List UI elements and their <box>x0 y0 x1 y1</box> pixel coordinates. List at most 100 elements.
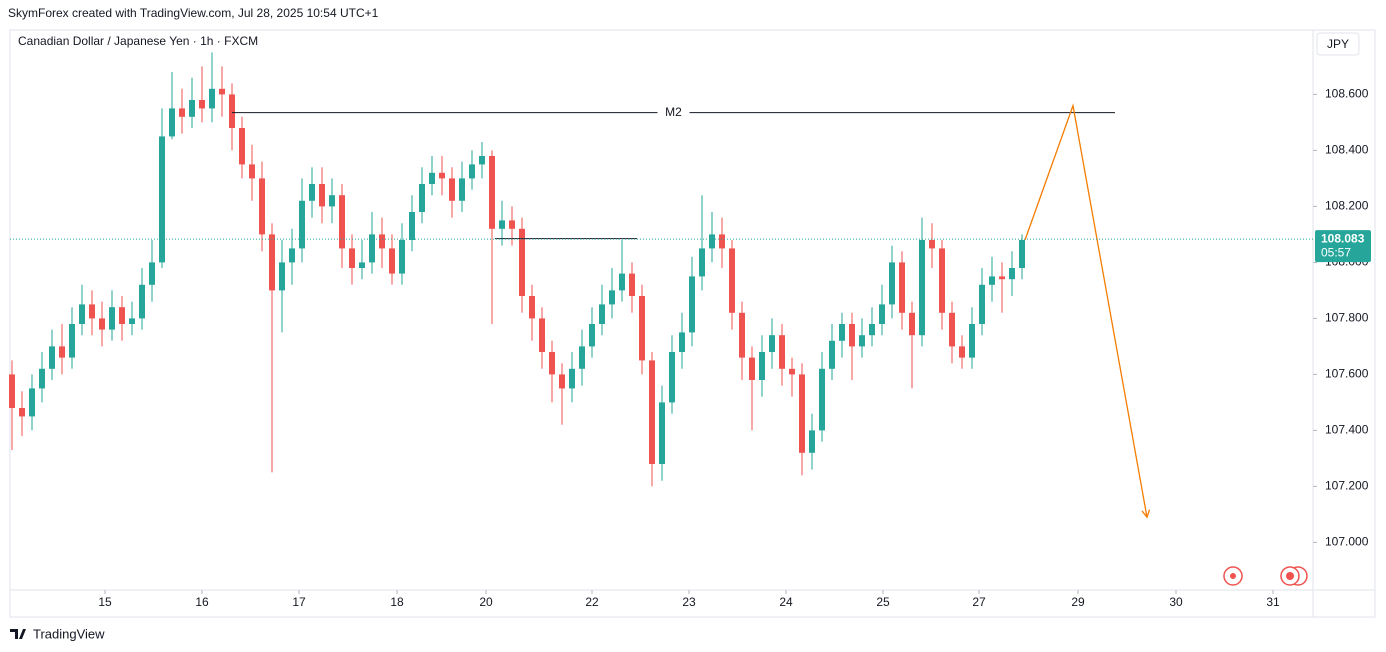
candle-body <box>749 357 755 380</box>
candle-body <box>319 184 325 207</box>
candle-body <box>249 164 255 179</box>
candle-body <box>339 195 345 249</box>
candle-body <box>39 368 45 389</box>
candle-body <box>819 368 825 431</box>
candle-body <box>959 346 965 358</box>
brand: TradingView <box>33 626 105 641</box>
candle-body <box>719 234 725 249</box>
candle-body <box>689 276 695 333</box>
x-tick-label: 20 <box>479 595 493 609</box>
candle-body <box>119 307 125 324</box>
candle-body <box>809 430 815 453</box>
y-tick-label: 107.000 <box>1325 535 1369 549</box>
candle-body <box>189 100 195 117</box>
candle-body <box>629 273 635 296</box>
candle-body <box>479 156 485 165</box>
candle-body <box>699 248 705 277</box>
x-tick-label: 17 <box>292 595 306 609</box>
candle-body <box>639 296 645 361</box>
candle-body <box>969 324 975 358</box>
candle-body <box>239 128 245 165</box>
x-tick-label: 15 <box>98 595 112 609</box>
candle-body <box>589 324 595 347</box>
candle-body <box>419 184 425 212</box>
x-tick-label: 30 <box>1169 595 1183 609</box>
candle-body <box>349 248 355 268</box>
candle-body <box>1019 240 1025 268</box>
logo <box>10 629 26 639</box>
currency[interactable]: JPY <box>1327 37 1349 51</box>
candle-body <box>409 212 415 240</box>
candle-body <box>999 276 1005 280</box>
candle-body <box>949 312 955 347</box>
candle-body <box>709 234 715 249</box>
candle-body <box>9 374 15 408</box>
candle-body <box>139 284 145 319</box>
candle-body <box>909 312 915 336</box>
candle-body <box>889 262 895 305</box>
candle-body <box>839 324 845 341</box>
x-tick-label: 23 <box>682 595 696 609</box>
candles <box>9 52 1025 487</box>
candle-body <box>529 296 535 319</box>
candle-body <box>279 262 285 291</box>
candle-body <box>49 346 55 369</box>
candle-body <box>59 346 65 358</box>
candle-body <box>69 324 75 358</box>
candle-body <box>109 307 115 330</box>
countdown-label: 05:57 <box>1321 245 1351 259</box>
candle-body <box>899 262 905 313</box>
candle-body <box>539 318 545 352</box>
candle-body <box>869 324 875 336</box>
candle-body <box>849 324 855 347</box>
candle-body <box>859 335 865 347</box>
candle-body <box>919 240 925 336</box>
candle-body <box>509 220 515 229</box>
projection-arrowhead <box>1141 509 1151 519</box>
candle-body <box>939 248 945 313</box>
candle-body <box>309 184 315 201</box>
brand-logo: TradingView <box>10 626 105 641</box>
candle-body <box>499 220 505 229</box>
candle-body <box>989 276 995 285</box>
x-tick-label: 25 <box>876 595 890 609</box>
currency-box[interactable] <box>1316 32 1360 56</box>
candle-body <box>329 195 335 207</box>
candle-body <box>259 178 265 235</box>
candle-body <box>269 234 275 291</box>
candle-body <box>799 374 805 453</box>
x-tick-label: 24 <box>779 595 793 609</box>
candle-body <box>229 94 235 128</box>
candle-body <box>569 368 575 389</box>
last-price-label: 108.083 <box>1321 231 1365 245</box>
candle-body <box>609 290 615 305</box>
candle-body <box>219 88 225 95</box>
x-tick-label: 22 <box>585 595 599 609</box>
candle-body <box>659 402 665 464</box>
credit: SkymForex created with TradingView.com, … <box>8 6 379 20</box>
candle-body <box>929 240 935 249</box>
candle-body <box>429 172 435 184</box>
y-tick-label: 107.600 <box>1325 367 1369 381</box>
candle-body <box>99 318 105 330</box>
candle-body <box>449 178 455 201</box>
x-tick-label: 27 <box>972 595 986 609</box>
event-icon-dot <box>1230 573 1236 579</box>
candle-body <box>729 248 735 313</box>
candle-body <box>789 368 795 375</box>
candle-body <box>679 332 685 352</box>
candle-body <box>79 304 85 324</box>
candle-body <box>89 304 95 319</box>
candle-body <box>159 136 165 263</box>
x-tick-label: 16 <box>195 595 209 609</box>
candle-body <box>769 335 775 352</box>
candle-body <box>979 284 985 324</box>
event-icon-dot <box>1286 572 1294 580</box>
candle-body <box>649 360 655 464</box>
candle-body <box>469 164 475 179</box>
candle-body <box>879 304 885 324</box>
candle-body <box>619 273 625 291</box>
candle-body <box>489 156 495 229</box>
